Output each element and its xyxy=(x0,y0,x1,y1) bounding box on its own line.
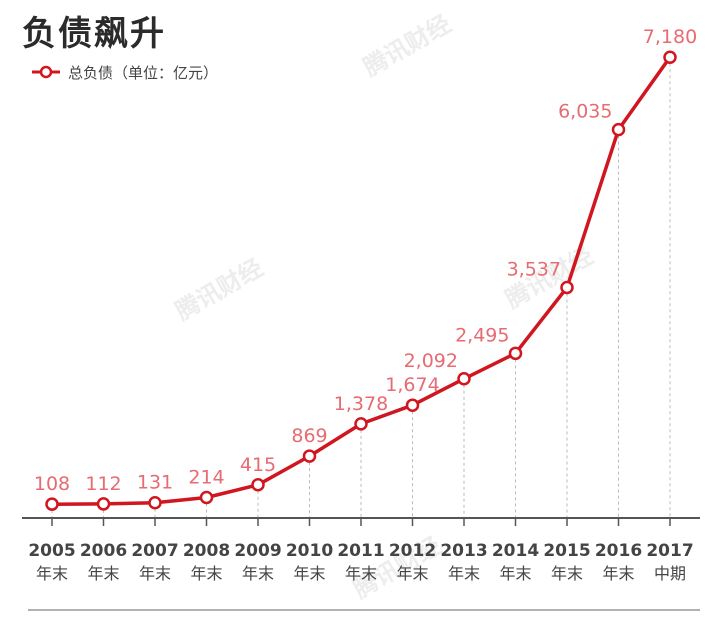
x-tick-label: 2006 xyxy=(80,541,127,561)
x-tick-label: 2005 xyxy=(28,541,75,561)
x-tick-label: 2014 xyxy=(492,541,539,561)
data-point xyxy=(508,346,523,361)
data-point xyxy=(405,398,420,412)
data-label: 2,495 xyxy=(455,324,509,346)
data-label: 3,537 xyxy=(507,258,561,280)
data-point xyxy=(251,478,265,492)
x-tick-label: 2010 xyxy=(286,541,333,561)
x-tick-sublabel: 年末 xyxy=(448,564,480,583)
data-label: 1,378 xyxy=(334,393,388,415)
x-tick-label: 2017 xyxy=(646,541,693,561)
x-tick-sublabel: 年末 xyxy=(87,564,119,583)
data-point xyxy=(663,50,677,64)
x-tick-label: 2012 xyxy=(389,541,436,561)
x-tick-sublabel: 年末 xyxy=(293,564,325,583)
data-point xyxy=(354,417,368,431)
data-point xyxy=(611,122,626,137)
x-tick-label: 2013 xyxy=(440,541,487,561)
x-tick-label: 2008 xyxy=(183,541,230,561)
data-label: 2,092 xyxy=(404,350,458,372)
data-label: 415 xyxy=(240,454,276,476)
x-tick-sublabel: 中期 xyxy=(654,564,686,583)
data-point xyxy=(302,449,317,463)
chart-title: 负债飙升 xyxy=(22,14,166,54)
x-tick-sublabel: 年末 xyxy=(345,564,377,583)
data-label: 1,674 xyxy=(385,374,439,396)
data-points xyxy=(45,50,677,511)
x-tick-sublabel: 年末 xyxy=(242,564,274,583)
data-point xyxy=(148,495,162,510)
x-tick-sublabel: 年末 xyxy=(190,564,222,583)
data-label: 869 xyxy=(291,425,327,447)
x-tick-label: 2009 xyxy=(234,541,281,561)
data-point xyxy=(199,490,214,505)
x-tick-sublabel: 年末 xyxy=(551,564,583,583)
x-tick-sublabel: 年末 xyxy=(396,564,428,583)
x-tick-label: 2016 xyxy=(595,541,642,561)
data-label: 214 xyxy=(188,466,224,488)
data-point xyxy=(560,280,574,295)
x-axis-labels: 2005 年末 2006 年末 2007 年末 2008 年末 2009 年末 2010 年末 2011… xyxy=(28,518,694,583)
data-label: 6,035 xyxy=(558,101,612,123)
drop-lines xyxy=(51,57,671,524)
x-tick-label: 2015 xyxy=(543,541,590,561)
legend-line-marker-icon xyxy=(32,65,60,79)
x-tick-sublabel: 年末 xyxy=(36,564,68,583)
data-point xyxy=(45,497,59,511)
x-tick-sublabel: 年末 xyxy=(139,564,171,583)
x-tick-label: 2011 xyxy=(337,541,384,561)
data-point xyxy=(96,497,111,511)
x-tick-sublabel: 年末 xyxy=(602,564,634,583)
data-point xyxy=(457,372,471,386)
data-label: 7,180 xyxy=(643,26,697,48)
x-tick-label: 2007 xyxy=(131,541,178,561)
legend-label: 总负债（单位：亿元） xyxy=(68,63,219,82)
legend: 总负债（单位：亿元） xyxy=(32,60,218,84)
data-label: 108 xyxy=(34,473,70,495)
data-label: 131 xyxy=(137,472,173,494)
x-tick-sublabel: 年末 xyxy=(499,564,531,583)
data-label: 112 xyxy=(85,473,121,495)
